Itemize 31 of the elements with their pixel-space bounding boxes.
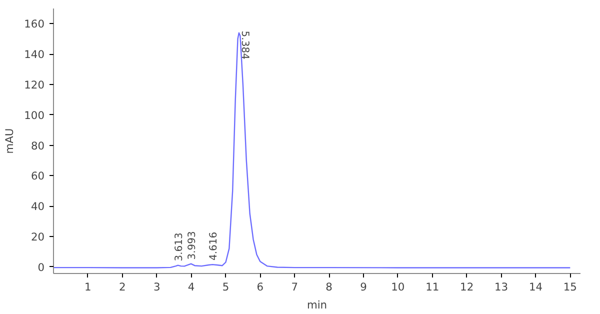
x-tick-label: 3 xyxy=(153,280,160,294)
annotation: 4.616 xyxy=(208,232,220,261)
y-tick-label: 20 xyxy=(30,230,45,244)
annotation: 3.613 xyxy=(174,232,185,262)
x-tick-label: 7 xyxy=(291,280,298,294)
x-tick-label: 13 xyxy=(494,280,508,294)
line-series xyxy=(54,32,571,268)
x-tick-label: 8 xyxy=(326,280,333,294)
x-tick-label: 6 xyxy=(256,280,264,294)
x-tick-label: 4 xyxy=(188,280,195,294)
x-tick-label: 15 xyxy=(563,280,577,294)
x-tick-label: 5 xyxy=(222,280,230,294)
annotation: 5.384 xyxy=(238,30,250,60)
x-tick-label: 14 xyxy=(528,280,543,294)
y-tick-label: 0 xyxy=(38,260,45,274)
y-tick-label: 80 xyxy=(30,139,45,152)
y-tick-label: 120 xyxy=(24,78,45,92)
y-tick-label: 60 xyxy=(30,170,45,183)
y-tick-label: 140 xyxy=(24,48,45,62)
x-tick-label: 12 xyxy=(460,280,474,294)
y-tick-label: 40 xyxy=(30,200,45,214)
y-tick-label: 100 xyxy=(24,108,45,122)
y-tick-label: 160 xyxy=(24,18,45,31)
x-tick-label: 2 xyxy=(119,280,126,294)
x-tick-label: 9 xyxy=(360,280,368,294)
x-tick-label: 10 xyxy=(391,280,405,294)
x-tick-label: 11 xyxy=(426,280,440,294)
x-axis-title: min xyxy=(306,298,328,312)
y-axis-title: mAU xyxy=(3,128,16,154)
x-tick-label: 1 xyxy=(84,280,92,294)
annotation: 3.993 xyxy=(187,231,198,260)
